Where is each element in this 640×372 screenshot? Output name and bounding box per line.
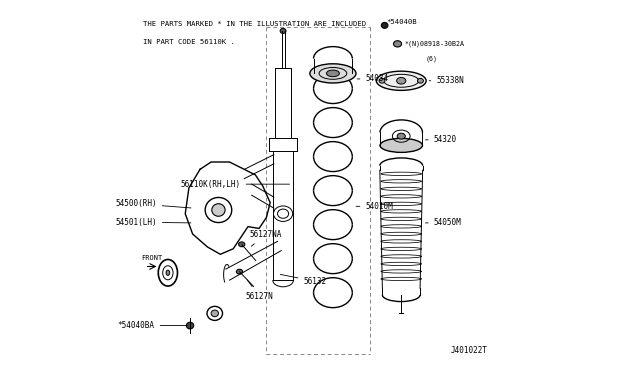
Text: THE PARTS MARKED * IN THE ILLUSTRATION ARE INCLUDED: THE PARTS MARKED * IN THE ILLUSTRATION A… <box>143 20 366 26</box>
Text: 54010M: 54010M <box>356 202 393 211</box>
Text: 54034: 54034 <box>357 74 388 83</box>
Ellipse shape <box>273 206 292 221</box>
Text: 56110K(RH,LH): 56110K(RH,LH) <box>180 180 289 189</box>
Text: 54050M: 54050M <box>426 218 461 227</box>
Text: *(N)08918-30B2A: *(N)08918-30B2A <box>405 41 465 47</box>
Ellipse shape <box>186 322 194 329</box>
Ellipse shape <box>379 78 385 83</box>
Ellipse shape <box>280 28 286 33</box>
Ellipse shape <box>326 70 339 77</box>
Text: 56127NA: 56127NA <box>249 230 282 246</box>
Ellipse shape <box>394 41 401 47</box>
Ellipse shape <box>166 270 170 275</box>
Text: 54500(RH): 54500(RH) <box>115 199 191 208</box>
Ellipse shape <box>380 138 422 153</box>
Ellipse shape <box>417 78 424 83</box>
Text: J401022T: J401022T <box>451 346 488 355</box>
Text: (6): (6) <box>425 55 437 62</box>
Text: 55338N: 55338N <box>429 76 464 85</box>
Text: FRONT: FRONT <box>141 255 163 261</box>
Text: 56132: 56132 <box>280 275 326 286</box>
Ellipse shape <box>381 22 388 28</box>
Ellipse shape <box>397 133 405 139</box>
Ellipse shape <box>212 204 225 216</box>
Text: IN PART CODE 56110K .: IN PART CODE 56110K . <box>143 39 235 45</box>
Ellipse shape <box>239 242 245 247</box>
Ellipse shape <box>310 64 356 83</box>
Ellipse shape <box>211 310 218 317</box>
Text: *54040BA: *54040BA <box>118 321 188 330</box>
Text: 54320: 54320 <box>426 135 457 144</box>
Text: 56127N: 56127N <box>245 280 273 301</box>
Ellipse shape <box>236 269 243 274</box>
Text: 54501(LH): 54501(LH) <box>115 218 191 227</box>
Text: *54040B: *54040B <box>387 19 417 25</box>
Ellipse shape <box>397 77 406 84</box>
Ellipse shape <box>376 71 426 90</box>
